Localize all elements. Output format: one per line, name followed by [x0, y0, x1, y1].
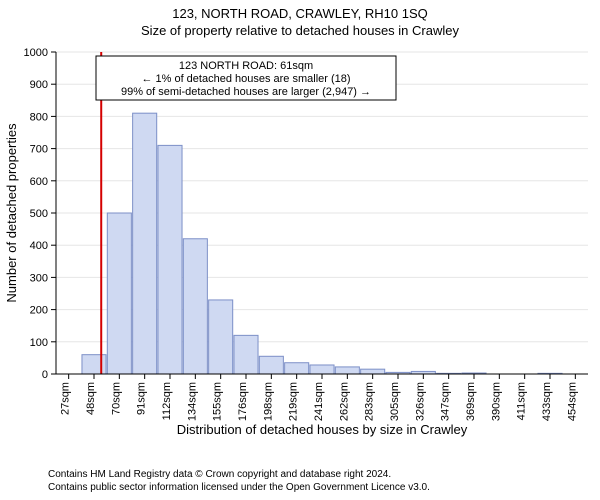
- svg-text:100: 100: [30, 337, 48, 349]
- bar: [82, 355, 106, 374]
- svg-text:134sqm: 134sqm: [186, 382, 198, 421]
- histogram-chart: 0 100 200 300 400 500 600 700 800 900 1000 27sqm 48s…: [0, 44, 600, 444]
- bar: [259, 356, 283, 374]
- bar: [234, 335, 258, 374]
- svg-text:305sqm: 305sqm: [389, 382, 401, 421]
- svg-text:411sqm: 411sqm: [516, 382, 528, 420]
- svg-text:155sqm: 155sqm: [212, 382, 224, 421]
- svg-text:176sqm: 176sqm: [237, 382, 249, 421]
- svg-text:369sqm: 369sqm: [465, 382, 477, 421]
- bar: [133, 113, 157, 374]
- bar: [107, 213, 131, 374]
- svg-text:1000: 1000: [24, 47, 48, 59]
- bar: [183, 239, 207, 374]
- callout: 123 NORTH ROAD: 61sqm← 1% of detached ho…: [96, 56, 396, 100]
- bar: [158, 145, 182, 374]
- footer-line-2: Contains public sector information licen…: [48, 482, 430, 495]
- svg-text:600: 600: [30, 176, 48, 188]
- svg-text:262sqm: 262sqm: [338, 382, 350, 421]
- svg-text:400: 400: [30, 240, 48, 252]
- svg-text:283sqm: 283sqm: [364, 382, 376, 421]
- svg-text:300: 300: [30, 272, 48, 284]
- svg-text:454sqm: 454sqm: [566, 382, 578, 421]
- callout-title: 123 NORTH ROAD: 61sqm: [179, 60, 313, 72]
- svg-text:91sqm: 91sqm: [136, 382, 148, 415]
- svg-text:800: 800: [30, 111, 48, 123]
- x-axis: 27sqm 48sqm 70sqm 91sqm 112sqm 134sqm 155sqm 17…: [60, 374, 579, 421]
- footer-line-1: Contains HM Land Registry data © Crown c…: [48, 469, 430, 482]
- svg-text:112sqm: 112sqm: [161, 382, 173, 420]
- svg-text:48sqm: 48sqm: [85, 382, 97, 415]
- bar: [209, 300, 233, 374]
- svg-text:500: 500: [30, 208, 48, 220]
- callout-line-1: ← 1% of detached houses are smaller (18): [141, 73, 350, 85]
- bar: [361, 369, 385, 374]
- attribution-footer: Contains HM Land Registry data © Crown c…: [48, 469, 430, 494]
- callout-line-2: 99% of semi-detached houses are larger (…: [121, 86, 371, 98]
- svg-text:219sqm: 219sqm: [288, 382, 300, 421]
- x-axis-label: Distribution of detached houses by size …: [177, 422, 468, 437]
- bar: [310, 365, 334, 374]
- svg-text:0: 0: [42, 369, 48, 381]
- y-axis-label: Number of detached properties: [4, 123, 19, 303]
- svg-text:70sqm: 70sqm: [110, 382, 122, 415]
- svg-text:390sqm: 390sqm: [490, 382, 502, 421]
- svg-text:347sqm: 347sqm: [440, 382, 452, 421]
- svg-text:200: 200: [30, 305, 48, 317]
- svg-text:326sqm: 326sqm: [414, 382, 426, 421]
- svg-text:241sqm: 241sqm: [313, 382, 325, 421]
- page-address: 123, NORTH ROAD, CRAWLEY, RH10 1SQ: [0, 0, 600, 21]
- svg-text:900: 900: [30, 79, 48, 91]
- chart-container: 0 100 200 300 400 500 600 700 800 900 1000 27sqm 48s…: [0, 44, 600, 444]
- svg-text:27sqm: 27sqm: [60, 382, 72, 415]
- bar: [335, 367, 359, 374]
- svg-text:198sqm: 198sqm: [262, 382, 274, 421]
- page-subtitle: Size of property relative to detached ho…: [0, 21, 600, 38]
- svg-text:700: 700: [30, 144, 48, 156]
- y-axis: 0 100 200 300 400 500 600 700 800 900 1000: [24, 47, 56, 381]
- bar: [285, 363, 309, 374]
- svg-text:433sqm: 433sqm: [541, 382, 553, 421]
